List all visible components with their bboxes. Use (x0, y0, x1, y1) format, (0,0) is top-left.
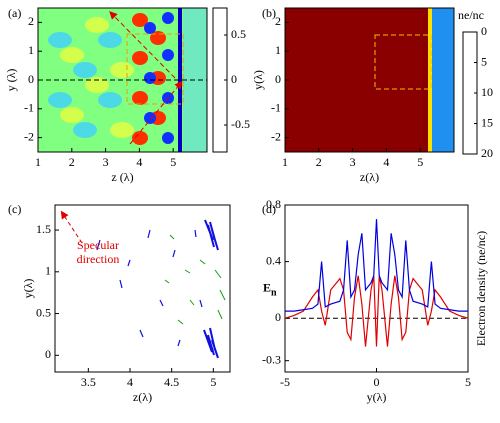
x-tick-label: 1 (282, 155, 288, 169)
y-tick-label: -1 (271, 101, 281, 115)
x-tick-label: 3 (103, 155, 109, 169)
colorbar-tick-label: 5 (481, 54, 487, 68)
y-tick-label: 0 (275, 72, 281, 86)
field-b (432, 8, 454, 152)
x-tick-label: 0 (374, 375, 380, 389)
y-tick-label: 0 (275, 310, 281, 324)
x-axis-label: z(λ) (360, 170, 379, 184)
x-tick-label: -5 (280, 375, 290, 389)
y-tick-label: 1.5 (36, 222, 51, 236)
line (285, 219, 468, 312)
y-tick-label: 0.5 (36, 305, 51, 319)
colorbar-tick-label: 0 (481, 24, 487, 38)
panel-label: (a) (8, 6, 21, 20)
x-tick-label: 5 (417, 155, 423, 169)
x-tick-label: 4 (136, 155, 142, 169)
y-axis-label: y(λ) (251, 70, 265, 90)
arrow (129, 80, 183, 145)
x-axis-label: z (λ) (111, 170, 133, 184)
line (284, 275, 469, 347)
annotation: Specular (77, 238, 119, 252)
y-axis-label: En (263, 280, 277, 299)
panel-label: (d) (262, 202, 276, 216)
y-tick-label: 0 (45, 347, 51, 361)
field-b (285, 8, 430, 152)
y-tick-label: 0.8 (266, 197, 281, 211)
y-tick-label: 0.4 (266, 253, 281, 267)
y2-axis-label: Electron density (ne/nc) (474, 231, 488, 346)
x-tick-label: 4.5 (164, 375, 179, 389)
y-axis-label: y (λ) (4, 69, 18, 92)
x-tick-label: 5 (210, 375, 216, 389)
axes-c (54, 204, 231, 373)
colorbar-tick-label: 0.5 (231, 27, 246, 41)
y-tick-label: -2 (24, 129, 34, 143)
colorbar-tick-label: -0.5 (231, 117, 250, 131)
x-axis-label: z(λ) (133, 390, 152, 404)
arrow (60, 210, 83, 244)
x-tick-label: 3 (350, 155, 356, 169)
vectors (164, 234, 226, 325)
y-axis-label: y(λ) (21, 279, 35, 299)
x-tick-label: 5 (465, 375, 471, 389)
x-tick-label: 4 (383, 155, 389, 169)
colorbar-tick-label: 20 (481, 146, 493, 160)
vectors (96, 219, 219, 359)
y-tick-label: -2 (271, 129, 281, 143)
annotation: direction (77, 252, 120, 266)
y-tick-label: 0 (28, 72, 34, 86)
zoom-box (374, 34, 432, 90)
y-tick-label: 1 (45, 264, 51, 278)
colorbar-label: ne/nc (458, 8, 484, 22)
x-tick-label: 2 (316, 155, 322, 169)
colorbar-tick-label: 15 (481, 115, 493, 129)
arrow (109, 11, 176, 79)
colorbar-tick-label: 0 (231, 72, 237, 86)
y-tick-label: 2 (275, 14, 281, 28)
x-axis-label: y(λ) (367, 390, 387, 404)
y-tick-label: 1 (28, 43, 34, 57)
colorbar-tick-label: 10 (481, 85, 493, 99)
y-tick-label: -0.3 (262, 352, 281, 366)
y-tick-label: 1 (275, 43, 281, 57)
zoom-box (126, 33, 184, 105)
panel-label: (b) (262, 6, 276, 20)
x-tick-label: 5 (170, 155, 176, 169)
panel-label: (c) (8, 202, 21, 216)
x-tick-label: 3.5 (81, 375, 96, 389)
y-tick-label: -1 (24, 101, 34, 115)
y-tick-label: 2 (28, 14, 34, 28)
x-tick-label: 4 (127, 375, 133, 389)
x-tick-label: 2 (69, 155, 75, 169)
x-tick-label: 1 (35, 155, 41, 169)
field-b (428, 8, 432, 152)
